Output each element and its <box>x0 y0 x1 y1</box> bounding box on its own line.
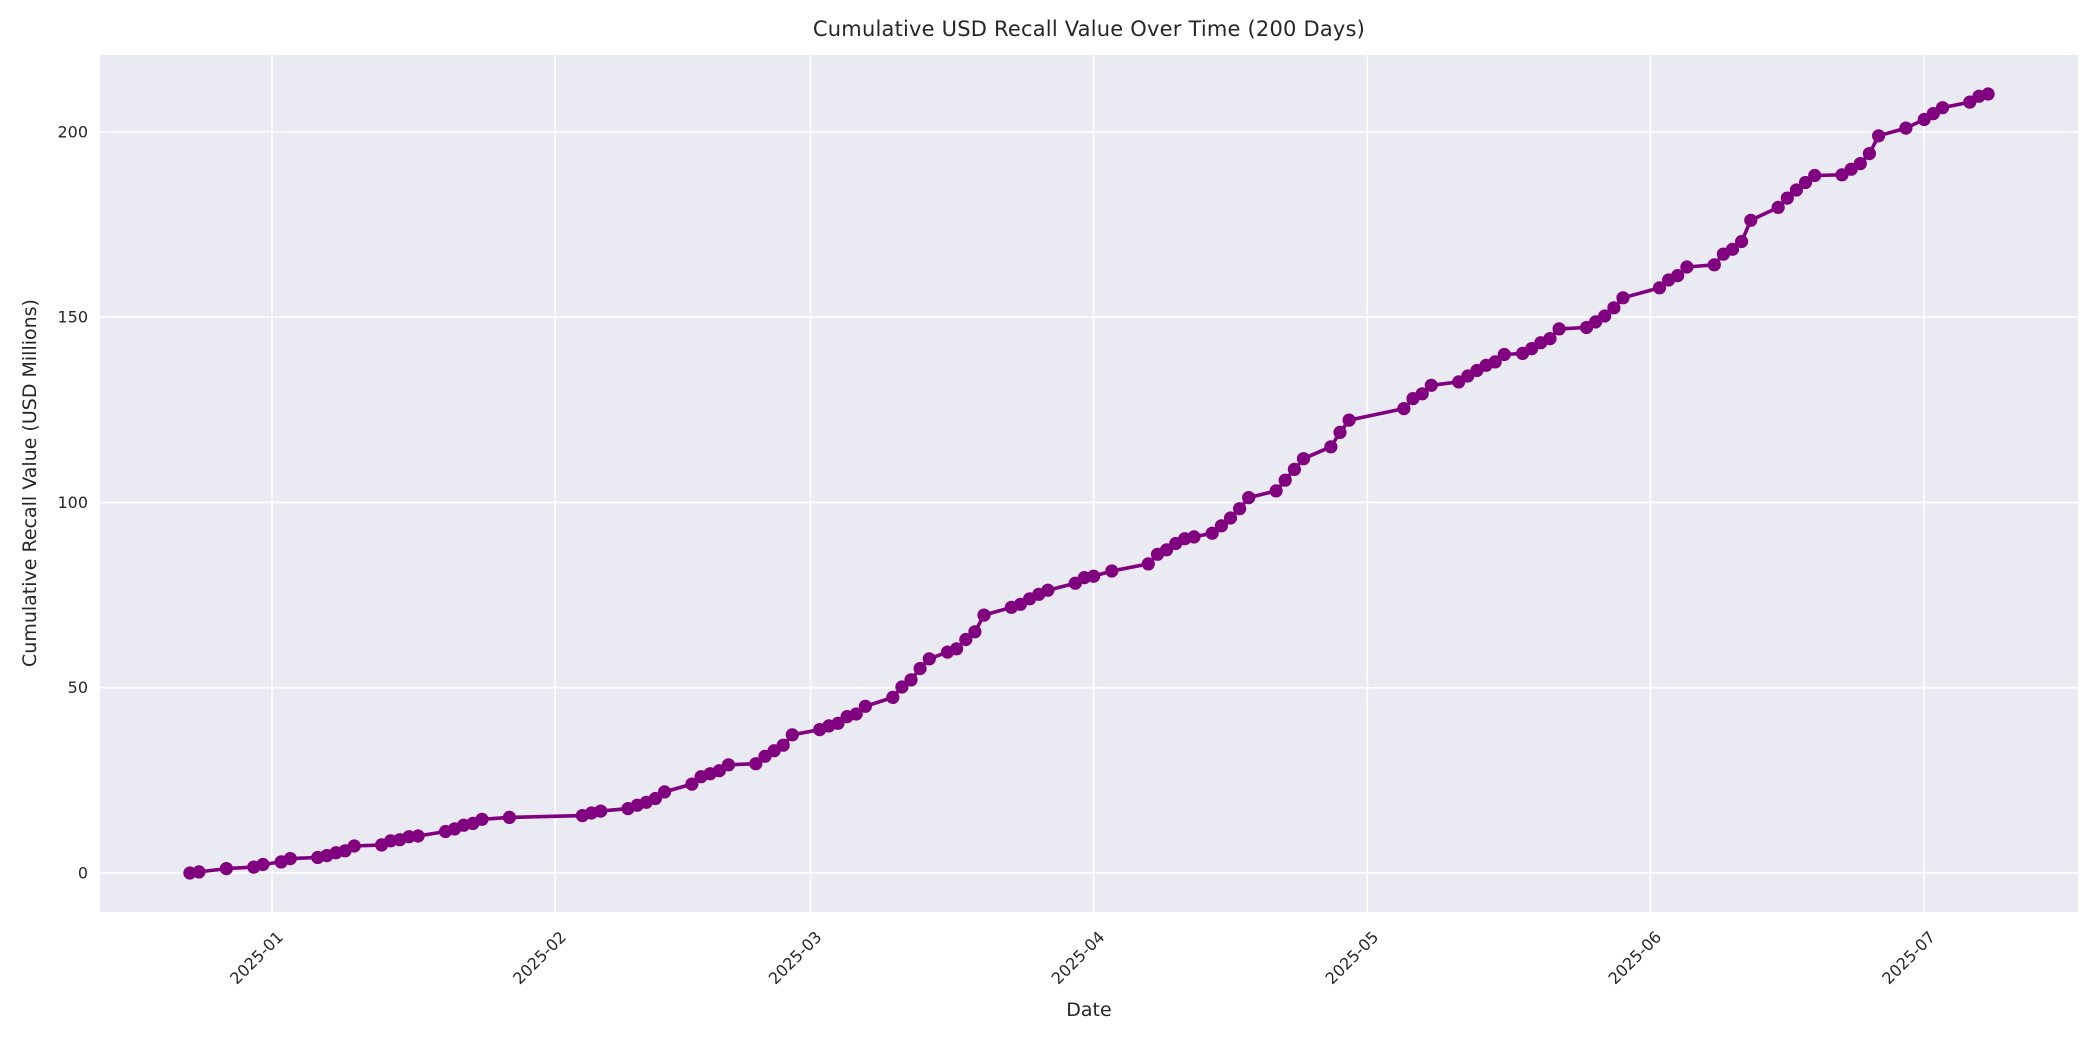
data-point <box>749 757 763 771</box>
data-point <box>895 680 909 694</box>
data-point <box>1187 530 1201 544</box>
data-point <box>1780 191 1794 205</box>
data-point <box>785 728 799 742</box>
data-point <box>1397 402 1411 416</box>
plot-area <box>100 55 2078 912</box>
x-tick-label: 2025-04 <box>1048 927 1109 988</box>
data-point <box>475 812 489 826</box>
x-tick-label: 2025-07 <box>1878 927 1939 988</box>
data-point <box>1872 129 1886 143</box>
x-tick-label: 2025-02 <box>509 927 570 988</box>
data-point <box>1278 473 1292 487</box>
data-point <box>968 625 982 639</box>
data-point <box>1899 121 1913 135</box>
data-point <box>1488 355 1502 369</box>
data-point <box>411 829 425 843</box>
data-point <box>283 852 297 866</box>
data-point <box>1607 301 1621 315</box>
x-tick-label: 2025-03 <box>765 927 826 988</box>
data-point <box>1087 569 1101 583</box>
x-axis-label: Date <box>1066 999 1112 1021</box>
x-tick-label: 2025-06 <box>1604 927 1665 988</box>
data-point <box>1242 491 1256 505</box>
y-tick-label: 100 <box>57 493 88 512</box>
data-point <box>950 642 964 656</box>
data-point <box>1981 87 1995 101</box>
data-point <box>1324 440 1338 454</box>
data-point <box>1342 413 1356 427</box>
data-point <box>959 632 973 647</box>
data-point <box>256 857 270 872</box>
data-point <box>1415 387 1429 401</box>
data-point <box>1735 234 1749 249</box>
y-tick-label: 150 <box>57 308 88 327</box>
data-point <box>1771 200 1785 214</box>
data-point <box>1424 378 1438 392</box>
data-point <box>1725 242 1740 256</box>
data-point <box>648 791 663 806</box>
y-tick-label: 0 <box>78 864 88 883</box>
data-point <box>1223 511 1238 525</box>
x-tick-label: 2025-05 <box>1322 927 1383 988</box>
data-point <box>1862 147 1876 161</box>
data-point <box>1141 557 1155 571</box>
data-point <box>1497 347 1511 362</box>
data-point <box>1287 462 1301 476</box>
data-point <box>1552 322 1566 336</box>
data-point <box>502 810 516 825</box>
data-point <box>831 716 845 730</box>
data-point <box>1671 269 1685 283</box>
data-point <box>658 785 672 799</box>
data-point <box>977 608 991 622</box>
data-point <box>1269 484 1283 498</box>
chart-title: Cumulative USD Recall Value Over Time (2… <box>812 17 1366 41</box>
data-point <box>721 758 736 772</box>
data-point <box>1205 526 1219 540</box>
data-point <box>1798 175 1813 190</box>
data-point <box>1707 258 1721 272</box>
y-tick-label: 200 <box>57 122 88 141</box>
data-point <box>1543 332 1557 346</box>
data-point <box>1680 260 1694 274</box>
data-point <box>1105 564 1119 578</box>
data-point <box>685 777 699 791</box>
data-point <box>219 862 233 876</box>
data-point <box>1652 281 1667 295</box>
data-point <box>1853 157 1867 171</box>
y-tick-label: 50 <box>68 678 88 697</box>
data-point <box>1789 183 1803 197</box>
data-point <box>776 738 790 752</box>
data-point <box>886 690 900 705</box>
x-tick-label: 2025-01 <box>226 927 287 988</box>
data-point <box>858 699 873 713</box>
data-point <box>192 865 206 879</box>
data-point <box>1616 291 1630 305</box>
data-point <box>1041 583 1055 597</box>
data-point <box>904 673 918 687</box>
data-point <box>849 707 863 721</box>
data-point <box>1333 425 1347 439</box>
data-point <box>1296 452 1311 466</box>
data-point <box>1744 213 1758 227</box>
data-point <box>1214 519 1228 533</box>
data-point <box>913 661 927 676</box>
data-point <box>1935 101 1950 115</box>
data-point <box>1598 309 1612 323</box>
data-point <box>922 652 936 666</box>
data-point <box>347 839 361 853</box>
data-point <box>1808 168 1822 183</box>
data-point <box>1233 502 1247 516</box>
data-point <box>594 804 608 818</box>
cumulative-recall-line <box>188 92 1990 875</box>
